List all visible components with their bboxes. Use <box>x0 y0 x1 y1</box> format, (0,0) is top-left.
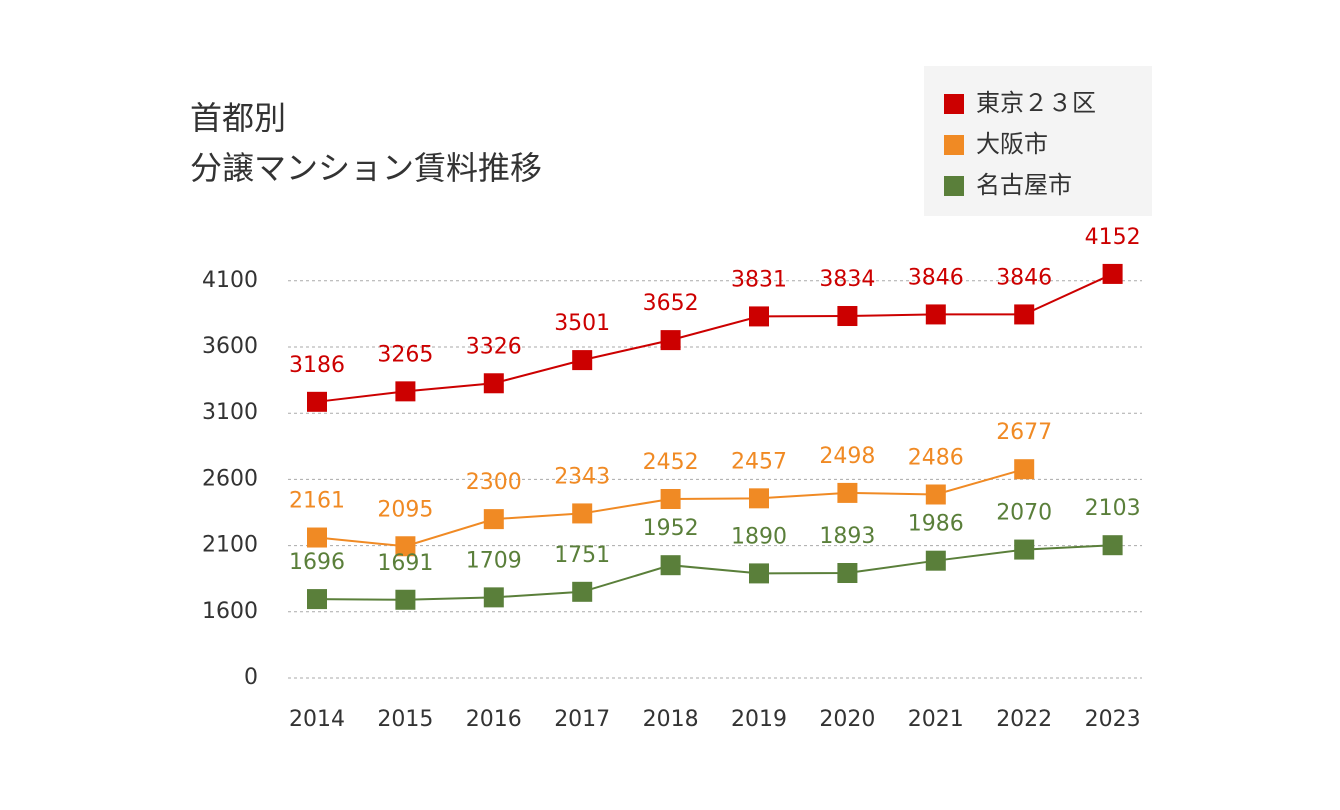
marker <box>483 587 504 608</box>
data-label: 3326 <box>466 334 522 359</box>
marker <box>837 563 858 584</box>
data-label: 1691 <box>377 551 433 576</box>
marker <box>925 304 946 325</box>
marker <box>660 555 681 576</box>
data-label: 1890 <box>731 524 787 549</box>
marker <box>307 589 327 610</box>
data-label: 2300 <box>466 470 522 495</box>
y-tick-label: 1600 <box>202 599 258 624</box>
data-label: 3846 <box>996 265 1052 290</box>
marker <box>572 581 593 602</box>
marker <box>1102 263 1123 284</box>
data-label: 1893 <box>819 524 875 549</box>
data-label: 2452 <box>643 450 699 475</box>
marker <box>1102 535 1123 556</box>
marker <box>307 391 327 412</box>
data-label: 2095 <box>377 497 433 522</box>
legend-swatch <box>944 176 964 196</box>
data-label: 2161 <box>289 489 345 514</box>
y-tick-label: 0 <box>244 665 258 690</box>
marker <box>925 484 946 505</box>
marker <box>483 373 504 394</box>
marker <box>395 536 416 557</box>
x-tick-label: 2017 <box>554 707 610 732</box>
legend-swatch <box>944 135 964 155</box>
y-tick-label: 2100 <box>202 533 258 558</box>
data-label: 1952 <box>643 516 699 541</box>
marker <box>1014 304 1035 325</box>
legend-swatch <box>944 94 964 114</box>
marker <box>749 488 769 509</box>
marker <box>572 503 593 524</box>
data-label: 3186 <box>289 353 345 378</box>
x-tick-label: 2016 <box>466 707 522 732</box>
marker <box>572 350 593 371</box>
marker <box>307 527 327 548</box>
marker <box>837 482 858 503</box>
marker <box>925 550 946 571</box>
series-line <box>316 544 1113 601</box>
data-label: 3831 <box>731 267 787 292</box>
data-label: 3265 <box>377 342 433 367</box>
x-tick-label: 2018 <box>643 707 699 732</box>
marker <box>395 381 416 402</box>
data-label: 3652 <box>643 291 699 316</box>
x-tick-label: 2021 <box>908 707 964 732</box>
data-label: 1986 <box>908 512 964 537</box>
data-label: 1696 <box>289 550 345 575</box>
data-label: 2498 <box>819 444 875 469</box>
data-label: 1751 <box>554 543 610 568</box>
y-tick-label: 2600 <box>202 466 258 491</box>
series-line <box>316 273 1114 403</box>
x-tick-label: 2020 <box>819 707 875 732</box>
data-label: 3501 <box>554 311 610 336</box>
marker <box>395 589 416 610</box>
data-label: 1709 <box>466 548 522 573</box>
x-tick-label: 2023 <box>1085 707 1141 732</box>
marker <box>660 488 681 509</box>
y-tick-label: 3600 <box>202 334 258 359</box>
marker <box>660 330 681 351</box>
x-tick-label: 2019 <box>731 707 787 732</box>
x-tick-label: 2015 <box>377 707 433 732</box>
x-tick-label: 2014 <box>289 707 345 732</box>
data-label: 2486 <box>908 445 964 470</box>
marker <box>837 306 858 327</box>
data-label: 2070 <box>996 501 1052 526</box>
data-label: 3834 <box>819 267 875 292</box>
marker <box>749 563 769 584</box>
marker <box>1014 539 1035 560</box>
data-label: 2677 <box>996 420 1052 445</box>
legend-label: 東京２３区 <box>976 89 1096 117</box>
marker <box>749 306 769 327</box>
legend-label: 名古屋市 <box>976 171 1072 199</box>
data-label: 4152 <box>1085 225 1141 250</box>
marker <box>1014 459 1035 480</box>
marker <box>483 509 504 530</box>
data-label: 2343 <box>554 464 610 489</box>
legend-label: 大阪市 <box>976 130 1048 158</box>
chart-title: 首都別分譲マンション賃料推移 <box>190 99 542 187</box>
data-label: 2103 <box>1085 496 1141 521</box>
y-tick-label: 3100 <box>202 400 258 425</box>
y-tick-label: 4100 <box>202 268 258 293</box>
data-label: 3846 <box>908 265 964 290</box>
data-label: 2457 <box>731 449 787 474</box>
x-tick-label: 2022 <box>996 707 1052 732</box>
